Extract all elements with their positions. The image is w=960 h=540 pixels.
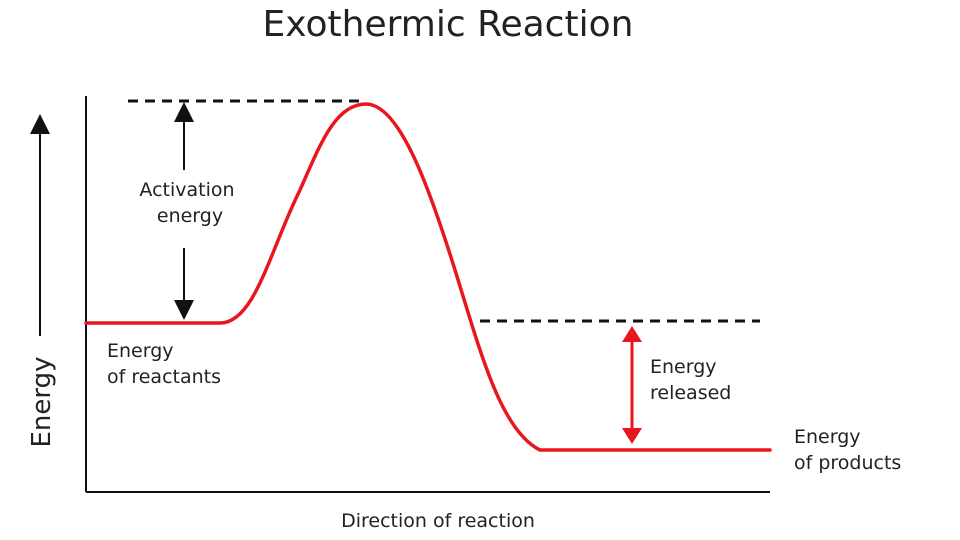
y-axis-label: Energy [27, 356, 57, 447]
activation-label: Activation energy [139, 179, 240, 227]
diagram-title: Exothermic Reaction [263, 4, 634, 45]
y-axis-group: Energy [27, 114, 57, 448]
reaction-curve [84, 102, 772, 452]
products-label: Energy of products [794, 426, 901, 474]
x-axis-label: Direction of reaction [341, 510, 535, 532]
reactants-label: Energy of reactants [107, 340, 221, 388]
energy-released-label: Energy released [650, 356, 731, 404]
energy-released-arrow-icon [622, 326, 642, 444]
